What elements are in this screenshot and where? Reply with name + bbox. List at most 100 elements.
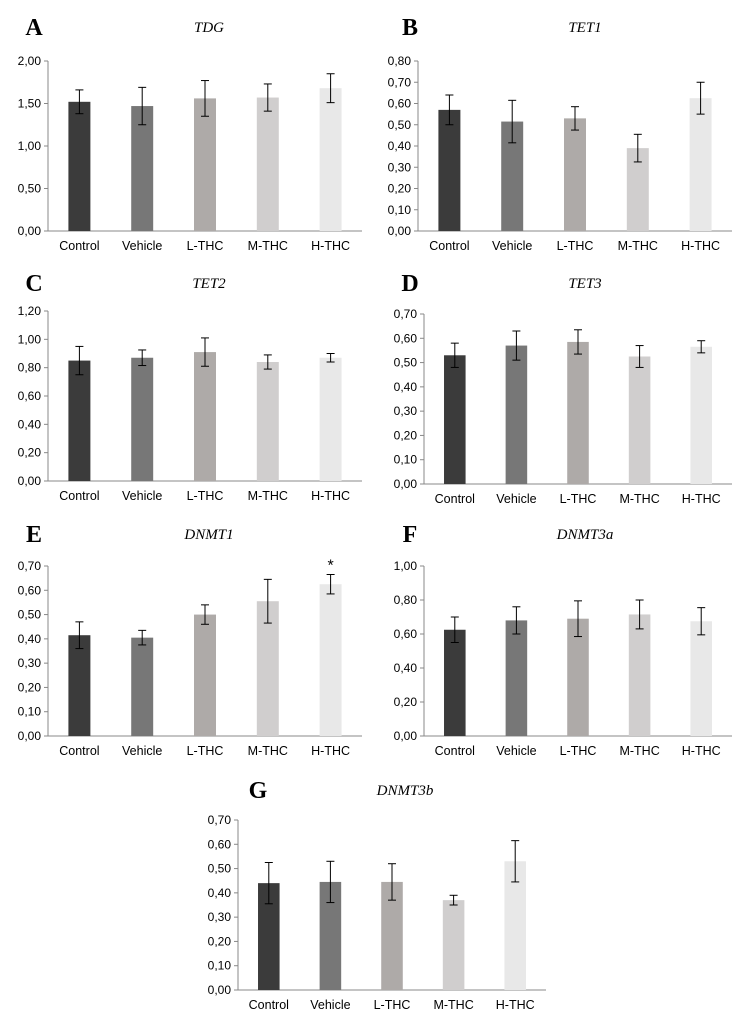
y-tick-label: 0,10 (394, 453, 418, 467)
chart-title: DNMT3a (556, 527, 614, 543)
y-tick-label: 0,00 (18, 729, 42, 743)
y-tick-label: 0,00 (208, 983, 232, 997)
y-tick-label: 0,00 (388, 224, 412, 238)
y-tick-label: 0,20 (394, 428, 418, 442)
x-tick-label: L-THC (560, 744, 597, 758)
y-tick-label: 0,00 (394, 729, 418, 743)
y-tick-label: 0,60 (394, 627, 418, 641)
y-tick-label: 2,00 (18, 54, 42, 68)
y-tick-label: 0,10 (208, 959, 232, 973)
y-tick-label: 0,30 (18, 656, 42, 670)
y-tick-label: 0,60 (18, 583, 42, 597)
bar-control (258, 883, 280, 990)
y-tick-label: 0,50 (18, 182, 42, 196)
panel-letter: A (25, 15, 43, 41)
bar-m-thc (256, 97, 279, 231)
x-tick-label: H-THC (311, 239, 350, 253)
y-tick-label: 0,70 (388, 75, 412, 89)
x-tick-label: H-THC (496, 998, 535, 1012)
x-tick-label: Vehicle (492, 239, 532, 253)
y-tick-label: 0,20 (18, 446, 42, 460)
bar-h-thc (319, 357, 342, 481)
x-tick-label: H-THC (682, 492, 721, 506)
x-tick-label: M-THC (619, 492, 659, 506)
y-tick-label: 0,40 (208, 886, 232, 900)
y-tick-label: 0,70 (208, 813, 232, 827)
panel-letter: D (401, 271, 418, 297)
x-tick-label: L-THC (560, 492, 597, 506)
y-tick-label: 0,20 (208, 934, 232, 948)
y-tick-label: 0,40 (18, 417, 42, 431)
x-tick-label: Vehicle (496, 492, 536, 506)
x-tick-label: L-THC (374, 998, 411, 1012)
y-tick-label: 0,60 (208, 837, 232, 851)
bar-m-thc (626, 148, 649, 231)
chart-title: DNMT3b (376, 783, 434, 799)
y-tick-label: 0,70 (18, 559, 42, 573)
x-tick-label: Vehicle (496, 744, 536, 758)
chart-title: DNMT1 (183, 527, 233, 543)
y-tick-label: 0,50 (394, 356, 418, 370)
bar-h-thc (319, 88, 342, 231)
bar-l-thc (194, 352, 216, 481)
panel-letter: B (402, 15, 418, 41)
y-tick-label: 0,70 (394, 307, 418, 321)
x-tick-label: Control (435, 744, 475, 758)
bar-vehicle (319, 881, 342, 990)
y-tick-label: 0,40 (394, 380, 418, 394)
x-tick-label: M-THC (248, 744, 288, 758)
y-tick-label: 1,50 (18, 97, 42, 111)
y-tick-label: 0,30 (388, 160, 412, 174)
y-tick-label: 0,30 (208, 910, 232, 924)
x-tick-label: Vehicle (122, 239, 162, 253)
chart-panel-b: B TET1 0,00 0,10 0,20 0,30 0,40 0,50 0,60 0,70 0,8… (388, 15, 732, 253)
bar-control (438, 109, 461, 231)
bar-vehicle (131, 357, 154, 481)
x-tick-label: L-THC (557, 239, 594, 253)
y-tick-label: 0,50 (208, 862, 232, 876)
y-tick-label: 0,00 (394, 477, 418, 491)
x-tick-label: Vehicle (122, 744, 162, 758)
chart-title: TDG (194, 20, 224, 36)
bar-control (68, 101, 91, 231)
x-tick-label: M-THC (433, 998, 473, 1012)
chart-panel-c: C TET2 0,00 0,20 0,40 0,60 0,80 1,00 1,20 Control… (18, 271, 362, 503)
y-tick-label: 1,00 (18, 332, 42, 346)
bar-vehicle (505, 620, 528, 736)
bar-h-thc (690, 621, 712, 736)
bar-control (68, 635, 91, 736)
panel-letter: G (249, 778, 268, 804)
x-tick-label: H-THC (311, 489, 350, 503)
x-tick-label: Control (249, 998, 289, 1012)
y-tick-label: 0,60 (388, 97, 412, 111)
y-tick-label: 0,10 (388, 203, 412, 217)
bar-l-thc (381, 881, 403, 990)
y-tick-label: 0,60 (18, 389, 42, 403)
x-tick-label: M-THC (618, 239, 658, 253)
x-tick-label: H-THC (682, 744, 721, 758)
bar-m-thc (628, 614, 651, 736)
x-tick-label: Control (59, 489, 99, 503)
y-tick-label: 1,00 (18, 139, 42, 153)
bar-control (444, 629, 466, 736)
bar-vehicle (501, 121, 524, 231)
y-tick-label: 1,20 (18, 304, 42, 318)
bar-l-thc (194, 614, 216, 736)
y-tick-label: 0,80 (18, 361, 42, 375)
x-tick-label: Vehicle (122, 489, 162, 503)
x-tick-label: L-THC (187, 489, 224, 503)
x-tick-label: M-THC (248, 239, 288, 253)
x-tick-label: M-THC (248, 489, 288, 503)
y-tick-label: 0,50 (18, 608, 42, 622)
y-tick-label: 0,80 (394, 593, 418, 607)
bar-control (68, 360, 91, 481)
bar-l-thc (567, 618, 589, 736)
x-tick-label: Vehicle (310, 998, 350, 1012)
panel-letter: C (25, 271, 42, 297)
y-tick-label: 0,00 (18, 474, 42, 488)
y-tick-label: 0,40 (388, 139, 412, 153)
bar-h-thc (319, 584, 342, 736)
bar-m-thc (628, 356, 651, 484)
